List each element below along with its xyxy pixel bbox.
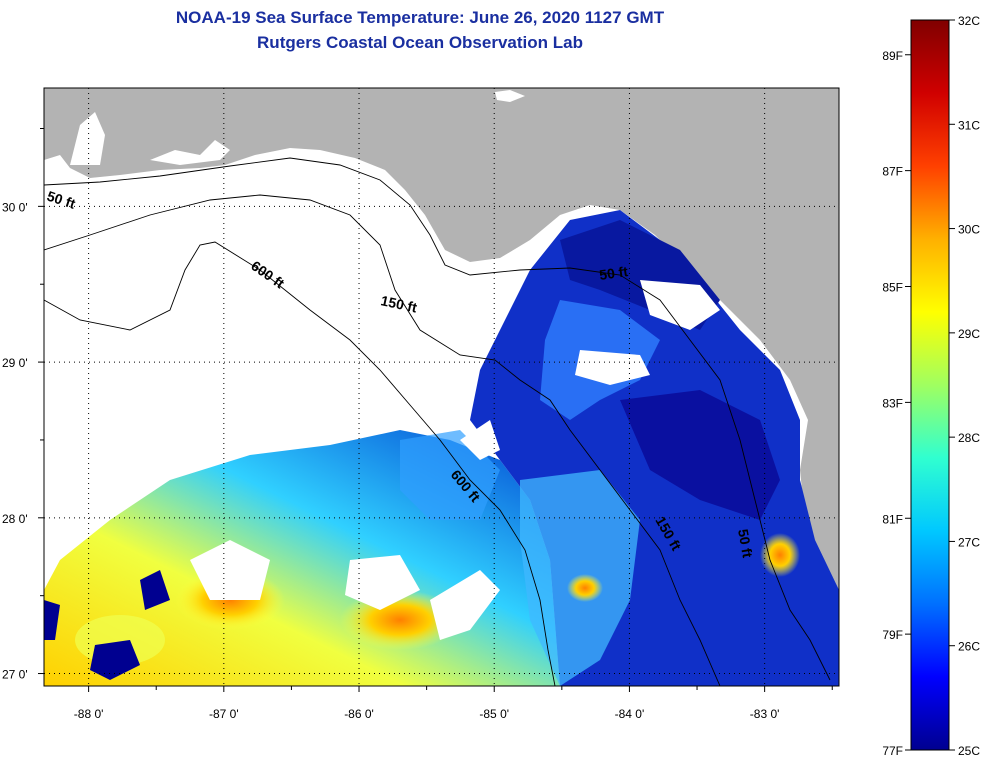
x-tick-label: -88 0' (74, 707, 104, 721)
colorbar-c-label: 30C (958, 223, 980, 237)
map-title: NOAA-19 Sea Surface Temperature: June 26… (175, 8, 665, 27)
colorbar-f-label: 83F (882, 396, 903, 410)
y-tick-label: 30 0' (2, 200, 28, 214)
colorbar-celsius-labels: 32C 31C 30C 29C 28C 27C 26C 25C (949, 14, 980, 758)
colorbar-fahrenheit-labels: 89F 87F 85F 83F 81F 79F 77F (882, 49, 911, 758)
x-tick-label: -84 0' (615, 707, 645, 721)
colorbar-ramp (910, 19, 950, 751)
contour-label: 150 ft (379, 292, 418, 315)
x-tick-label: -87 0' (209, 707, 239, 721)
y-tick-label: 27 0' (2, 668, 28, 682)
colorbar-f-label: 77F (882, 744, 903, 758)
colorbar-c-label: 26C (958, 640, 980, 654)
colorbar-c-label: 28C (958, 431, 980, 445)
x-tick-label: -85 0' (479, 707, 509, 721)
contour-600ft (44, 241, 556, 686)
contour-150ft (44, 194, 721, 686)
colorbar-c-label: 27C (958, 535, 980, 549)
y-tick-label: 29 0' (2, 356, 28, 370)
x-tick-label: -83 0' (750, 707, 780, 721)
colorbar-f-label: 89F (882, 49, 903, 63)
colorbar-c-label: 25C (958, 744, 980, 758)
colorbar-c-label: 32C (958, 14, 980, 28)
colorbar-f-label: 81F (882, 512, 903, 526)
y-tick-label: 28 0' (2, 512, 28, 526)
x-tick-label: -86 0' (344, 707, 374, 721)
contour-label: 50 ft (598, 263, 629, 283)
colorbar-f-label: 87F (882, 165, 903, 179)
colorbar-c-label: 29C (958, 327, 980, 341)
contour-50ft (44, 157, 831, 681)
colorbar-f-label: 79F (882, 628, 903, 642)
colorbar-f-label: 85F (882, 281, 903, 295)
colorbar-c-label: 31C (958, 118, 980, 132)
contour-label: 50 ft (735, 528, 756, 559)
x-axis: -88 0' -87 0' -86 0' -85 0' -84 0' -83 0' (74, 686, 833, 721)
y-axis: 30 0' 29 0' 28 0' 27 0' (2, 127, 44, 682)
land-mass (44, 88, 839, 590)
map-subtitle: Rutgers Coastal Ocean Observation Lab (257, 33, 583, 52)
